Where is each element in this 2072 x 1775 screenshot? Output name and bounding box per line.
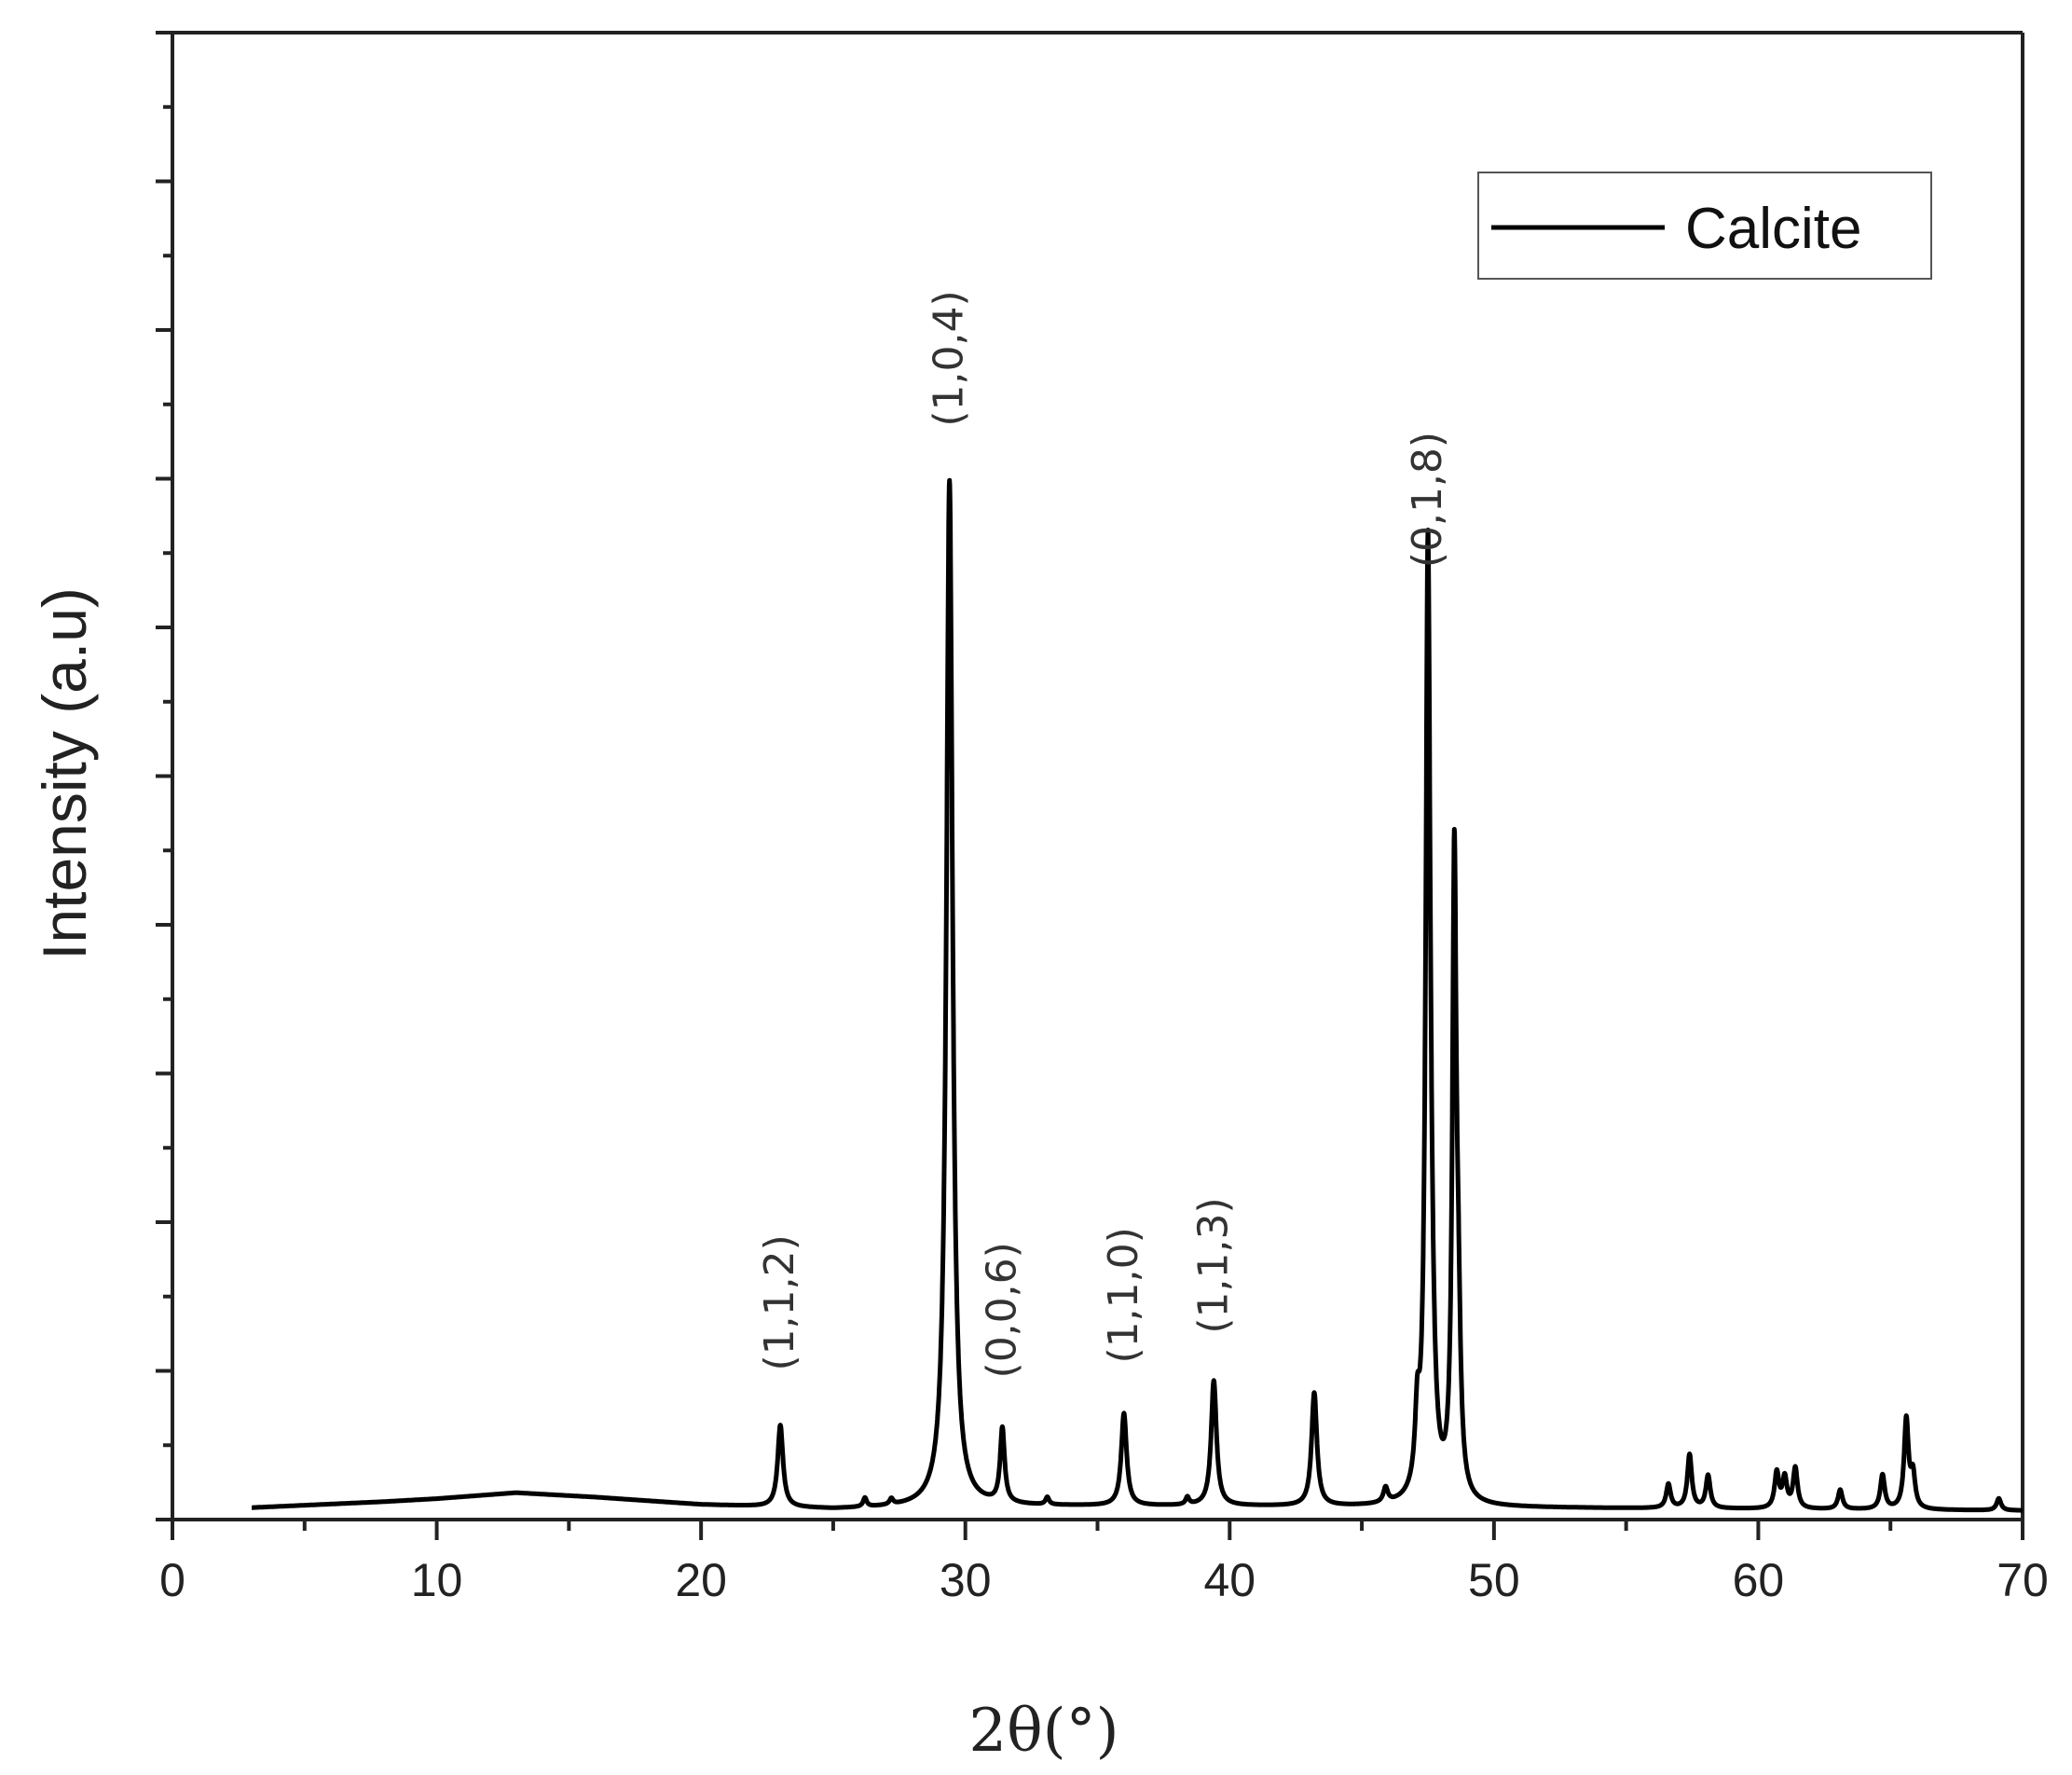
x-tick-label: 30 [940, 1554, 992, 1606]
x-tick-label: 40 [1203, 1554, 1256, 1606]
peak-label: (1,1,0) [1100, 1227, 1147, 1363]
x-axis-label: 2θ(°) [968, 1697, 1118, 1766]
x-tick-label: 60 [1733, 1554, 1785, 1606]
series [249, 477, 2025, 1513]
peak-label: (1,1,3) [1189, 1197, 1237, 1333]
x-tick-label: 0 [159, 1554, 185, 1606]
peak-label: (1,0,4) [926, 290, 973, 426]
peak-annotations: (1,1,2) (1,0,4) (0,0,6) (1,1,0) (1,1,3) (0,1,… [756, 290, 1451, 1378]
y-axis-label: Intensity (a.u) [30, 587, 99, 960]
peak-label: (0,0,6) [978, 1242, 1025, 1378]
legend-label-calcite: Calcite [1685, 197, 1862, 261]
legend: Calcite [1477, 172, 1932, 280]
calcite-xrd-trace [249, 477, 2025, 1513]
x-tick-label: 10 [411, 1554, 463, 1606]
x-tick-label: 20 [675, 1554, 727, 1606]
peak-label: (0,1,8) [1404, 432, 1451, 568]
peak-label: (1,1,2) [756, 1234, 803, 1370]
ticks: 0 10 20 30 40 50 60 70 [156, 31, 2049, 1606]
x-tick-label: 70 [1997, 1554, 2049, 1606]
x-tick-label: 50 [1468, 1554, 1520, 1606]
